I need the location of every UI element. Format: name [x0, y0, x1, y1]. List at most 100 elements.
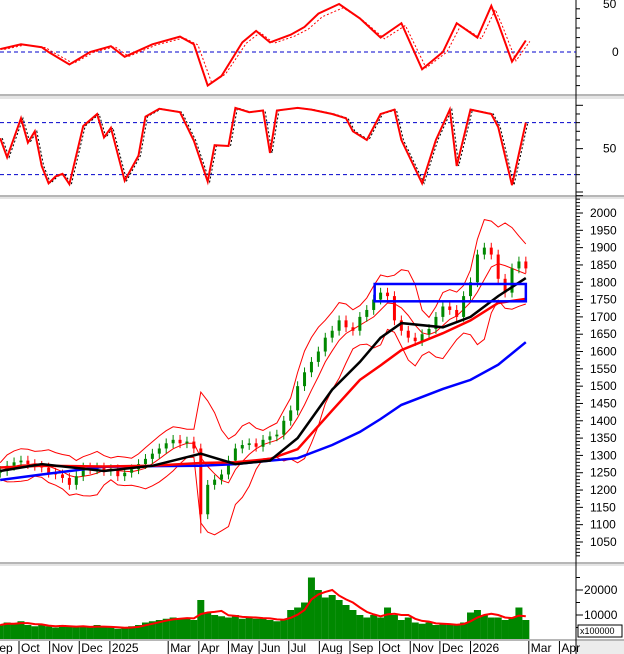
candle-body — [254, 443, 258, 447]
x-tick-label: Oct — [21, 641, 40, 654]
volume-bar — [307, 577, 315, 639]
y-tick-label: 50 — [603, 142, 617, 156]
candle-body — [60, 474, 64, 478]
volume-bar — [494, 617, 502, 639]
volume-bar — [439, 623, 447, 639]
candle-body — [47, 467, 51, 473]
candle-body — [351, 327, 355, 331]
volume-bar — [432, 625, 440, 639]
panel-vo — [0, 577, 530, 639]
volume-ma-line — [0, 588, 526, 629]
candle-body — [123, 472, 127, 477]
x-tick-label: Dec — [442, 641, 463, 654]
candle-body — [171, 439, 175, 444]
candle-body — [261, 439, 265, 447]
candle-body — [12, 462, 16, 466]
x-tick-label: Sep — [0, 641, 13, 654]
bollinger-upper — [0, 219, 527, 464]
volume-bar — [280, 620, 288, 639]
candle-body — [406, 330, 410, 338]
candle-body — [296, 386, 300, 411]
volume-bar — [480, 615, 488, 639]
candle-body — [74, 476, 78, 485]
volume-bar — [128, 626, 136, 639]
x-tick-label: Aug — [321, 641, 342, 654]
volume-bar — [411, 622, 419, 639]
candle-body — [420, 334, 424, 342]
y-tick-label: 1200 — [590, 483, 617, 497]
y-tick-label: 1400 — [590, 414, 617, 428]
x-tick-label: Nov — [52, 641, 73, 654]
volume-bar — [183, 617, 191, 639]
volume-bar — [100, 627, 108, 639]
volume-bar — [287, 610, 295, 639]
volume-bar — [356, 615, 364, 639]
candle-body — [26, 460, 30, 465]
candle-body — [496, 254, 500, 279]
candle-body — [316, 351, 320, 362]
x-tick-label: Jul — [291, 641, 306, 654]
candle-body — [240, 445, 244, 449]
y-tick-label: 1950 — [590, 223, 617, 237]
panel-pr — [0, 219, 528, 536]
volume-bar — [377, 617, 385, 639]
volume-bar — [294, 607, 302, 639]
volume-bar — [404, 617, 412, 639]
candle-body — [150, 453, 154, 459]
candle-body — [199, 448, 203, 515]
candle-body — [143, 458, 147, 465]
x-tick-label: 2025 — [112, 641, 139, 654]
candle-body — [213, 479, 217, 485]
volume-bar — [211, 615, 219, 639]
volume-bar — [31, 626, 39, 639]
volume-unit-box — [577, 624, 623, 638]
volume-bar — [10, 623, 18, 639]
y-tick-label: 1750 — [590, 293, 617, 307]
y-tick-label: 1300 — [590, 448, 617, 462]
volume-bar — [86, 627, 94, 639]
candle-body — [358, 316, 362, 331]
volume-bar — [79, 626, 87, 639]
y-tick-label: 1550 — [590, 362, 617, 376]
y-tick-label: 50 — [603, 0, 617, 11]
volume-bar — [252, 618, 260, 639]
volume-bar — [38, 625, 46, 639]
volume-unit-label: x100000 — [580, 626, 615, 636]
y-tick-label: 1450 — [590, 396, 617, 410]
x-tick-label: Nov — [412, 641, 433, 654]
candle-body — [275, 434, 279, 437]
x-tick-label: 2026 — [473, 641, 500, 654]
volume-bar — [121, 627, 129, 639]
volume-bar — [114, 628, 122, 639]
y-tick-label: 1850 — [590, 258, 617, 272]
candle-body — [19, 460, 23, 463]
y-tick-label: 2000 — [590, 206, 617, 220]
volume-bar — [52, 627, 60, 639]
x-tick-label: Jun — [261, 641, 280, 654]
candle-body — [524, 261, 528, 269]
y-tick-label: 20000 — [584, 583, 618, 597]
candle-body — [206, 484, 210, 515]
volume-bar — [65, 626, 73, 639]
volume-bar — [245, 617, 253, 639]
candle-body — [399, 320, 403, 331]
volume-bar — [273, 621, 281, 639]
volume-bar — [141, 622, 149, 639]
candle-body — [482, 247, 486, 255]
volume-bar — [473, 610, 481, 639]
candle-body — [386, 292, 390, 297]
x-tick-label: Sep — [352, 641, 374, 654]
volume-bar — [155, 620, 163, 639]
volume-bar — [162, 618, 170, 639]
candle-body — [185, 441, 189, 444]
panel-separator — [0, 94, 624, 99]
volume-bar — [17, 621, 25, 639]
candle-body — [323, 337, 327, 352]
volume-bar — [335, 600, 343, 639]
volume-bar — [425, 622, 433, 639]
volume-bar — [135, 625, 143, 639]
candle-body — [344, 320, 348, 328]
y-tick-label: 1150 — [590, 500, 616, 514]
candle-body — [192, 441, 196, 449]
panel-o2 — [0, 105, 576, 187]
